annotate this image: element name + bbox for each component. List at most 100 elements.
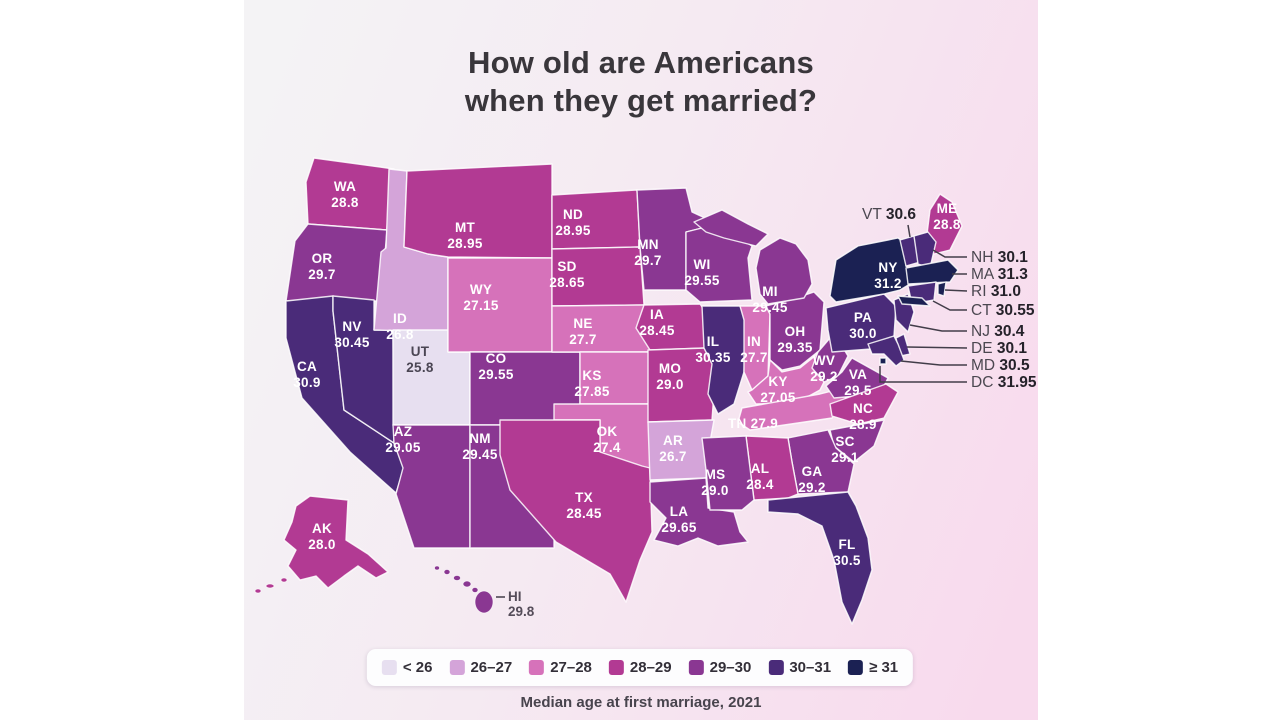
michigan-upper-peninsula xyxy=(693,209,769,247)
callout-line-nh xyxy=(932,249,967,258)
state-label-va: VA 29.5 xyxy=(844,367,872,398)
callout-label-ri: RI 31.0 xyxy=(971,283,1021,300)
state-label-mt: MT 28.95 xyxy=(447,220,482,251)
state-label-mn: MN 29.7 xyxy=(634,237,661,268)
state-label-la: LA 29.65 xyxy=(661,504,696,535)
state-label-ar: AR 26.7 xyxy=(659,433,686,464)
state-label-nd: ND 28.95 xyxy=(555,207,590,238)
callout-layer xyxy=(496,224,968,598)
state-label-ks: KS 27.85 xyxy=(574,368,609,399)
state-label-nc: NC 28.9 xyxy=(849,401,876,432)
long-island xyxy=(897,295,931,307)
state-label-ia: IA 28.45 xyxy=(639,307,674,338)
legend-swatch xyxy=(688,660,704,675)
legend-swatch xyxy=(529,660,545,675)
state-label-mi: MI 29.45 xyxy=(752,284,787,315)
state-ma xyxy=(905,259,959,285)
state-label-me: ME 28.8 xyxy=(933,201,961,232)
caption: Median age at first marriage, 2021 xyxy=(520,694,762,711)
legend-label: < 26 xyxy=(402,659,433,676)
state-label-ut: UT 25.8 xyxy=(406,344,434,375)
title-line-2: when they get married? xyxy=(464,83,818,118)
state-label-pa: PA 30.0 xyxy=(849,310,876,341)
callout-label-nh: NH 30.1 xyxy=(971,249,1028,266)
state-label-ak: AK 28.0 xyxy=(308,521,335,552)
legend-item: 28–29 xyxy=(608,659,672,676)
state-label-oh: OH 29.35 xyxy=(777,324,812,355)
callout-label-de: DE 30.1 xyxy=(971,340,1027,357)
legend: < 26 26–27 27–28 28–29 29–30 30–31 ≥ 31 xyxy=(366,649,914,686)
legend-label: 28–29 xyxy=(629,659,672,676)
ak-island xyxy=(265,583,275,589)
state-label-tn: TN 27.9 xyxy=(728,416,778,431)
legend-swatch xyxy=(449,660,465,675)
callout-label-dc: DC 31.95 xyxy=(971,374,1037,391)
state-me xyxy=(925,193,963,255)
state-wa xyxy=(305,157,395,231)
state-mt xyxy=(403,163,553,259)
legend-item: 29–30 xyxy=(688,659,752,676)
callout-line-md xyxy=(900,360,967,366)
hi-island xyxy=(434,565,440,571)
hi-island xyxy=(443,569,451,575)
state-label-nm: NM 29.45 xyxy=(462,431,497,462)
state-va xyxy=(825,357,889,399)
state-label-ga: GA 29.2 xyxy=(798,464,825,495)
callout-line-dc xyxy=(879,366,967,383)
state-dc xyxy=(879,357,887,365)
state-ri xyxy=(937,281,947,297)
callout-label-ct: CT 30.55 xyxy=(971,302,1035,319)
state-la xyxy=(649,477,749,547)
callout-line-de xyxy=(906,346,968,349)
state-label-ky: KY 27.05 xyxy=(760,374,795,405)
states-layer xyxy=(254,157,963,625)
callout-label-md: MD 30.5 xyxy=(971,357,1030,374)
state-label-sc: SC 29.1 xyxy=(831,434,859,465)
state-or xyxy=(285,223,388,302)
callout-line-vt xyxy=(907,224,911,238)
state-label-in: IN 27.7 xyxy=(740,334,767,365)
state-mi xyxy=(755,237,813,305)
state-ak xyxy=(283,495,389,589)
state-label-ms: MS 29.0 xyxy=(701,467,728,498)
state-tx xyxy=(499,419,653,603)
state-label-ok: OK 27.4 xyxy=(593,424,621,455)
legend-item: 26–27 xyxy=(449,659,512,676)
hi-island xyxy=(474,590,494,614)
legend-label: 29–30 xyxy=(709,659,752,676)
state-fl xyxy=(767,491,873,625)
title-line-1: How old are Americans xyxy=(468,45,814,80)
state-label-wa: WA 28.8 xyxy=(331,179,359,210)
state-label-sd: SD 28.65 xyxy=(549,259,584,290)
callout-line-ct xyxy=(932,300,967,311)
state-label-wi: WI 29.55 xyxy=(684,257,719,288)
legend-label: 26–27 xyxy=(470,659,513,676)
state-md xyxy=(867,335,905,367)
state-label-or: OR 29.7 xyxy=(308,251,335,282)
legend-label: 30–31 xyxy=(789,659,832,676)
state-label-il: IL 30.35 xyxy=(695,334,730,365)
callout-label-vt: VT 30.6 xyxy=(862,206,916,223)
callout-line-nj xyxy=(909,324,967,332)
state-label-al: AL 28.4 xyxy=(746,461,774,492)
legend-label: 27–28 xyxy=(550,659,592,676)
legend-swatch xyxy=(381,660,397,675)
state-label-wv: WV 29.2 xyxy=(810,353,837,384)
callout-label-ma: MA 31.3 xyxy=(971,266,1028,283)
state-label-hi: HI 29.8 xyxy=(508,589,535,619)
state-nh xyxy=(913,231,937,269)
state-label-ne: NE 27.7 xyxy=(569,316,596,347)
page-title: How old are Americans when they get marr… xyxy=(244,44,1038,120)
callout-line-ri xyxy=(944,289,968,292)
legend-item: ≥ 31 xyxy=(848,659,898,676)
legend-swatch xyxy=(608,660,624,675)
state-label-id: ID 26.8 xyxy=(386,311,414,342)
legend-item: 27–28 xyxy=(529,659,592,676)
state-label-mo: MO 29.0 xyxy=(656,361,683,392)
state-label-co: CO 29.55 xyxy=(478,351,513,382)
state-ms xyxy=(701,435,755,511)
state-nc xyxy=(829,383,899,425)
ak-island xyxy=(254,588,262,594)
legend-swatch xyxy=(768,660,784,675)
labels-layer: WA 28.8 OR 29.7 CA 30.9 NV 30.45 ID 26.8UT 25.8 AZ 2… xyxy=(293,179,1037,619)
